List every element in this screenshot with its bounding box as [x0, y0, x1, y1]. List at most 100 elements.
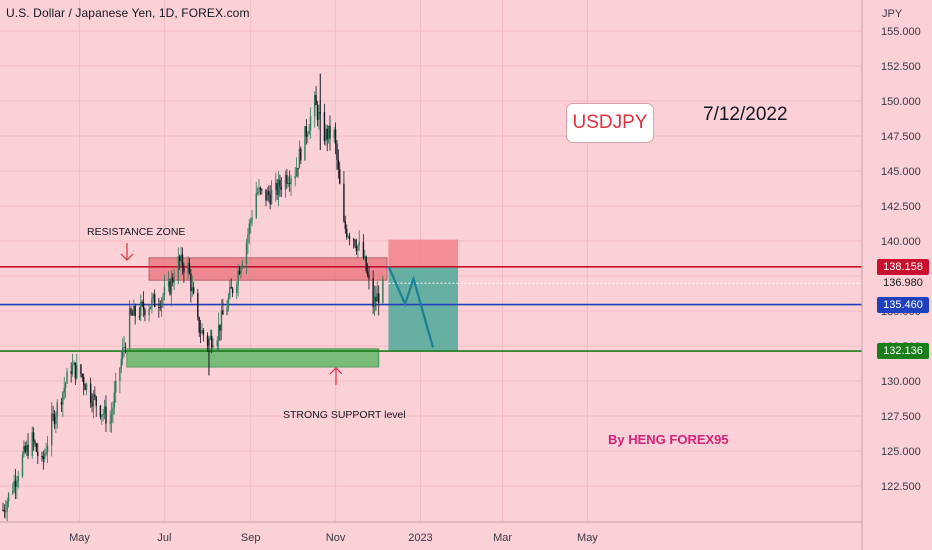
candle-body	[354, 239, 356, 247]
support-price-tag: 132.136	[877, 343, 929, 360]
candle-body	[17, 476, 20, 482]
candle-body	[305, 126, 308, 137]
candle-body	[241, 263, 244, 268]
candle-body	[231, 288, 234, 293]
candle-body	[76, 364, 78, 379]
candle-body	[265, 189, 267, 201]
candle-body	[14, 480, 17, 487]
candle-body	[373, 296, 376, 307]
candle-body	[318, 111, 320, 120]
candle-body	[153, 294, 156, 308]
candle-body	[180, 254, 182, 262]
candle-body	[366, 271, 369, 275]
candle-body	[34, 441, 36, 445]
candle-body	[376, 293, 379, 302]
candle-body	[277, 179, 280, 196]
candle-body	[357, 245, 359, 251]
candle-body	[149, 306, 152, 309]
candle-body	[251, 217, 253, 221]
candle-body	[201, 329, 203, 333]
candle-body	[270, 189, 273, 204]
candle-body	[313, 94, 316, 117]
candle-body	[62, 392, 64, 405]
candle-body	[375, 296, 377, 302]
candle-body	[334, 129, 337, 144]
candle-body	[336, 143, 338, 160]
candle-body	[268, 191, 270, 196]
author-label: By HENG FOREX95	[608, 432, 729, 447]
candle-body	[230, 287, 232, 289]
candle-body	[343, 183, 345, 222]
y-tick-label: 127.500	[881, 411, 921, 423]
candle-body	[6, 501, 8, 512]
candle-body	[216, 340, 218, 346]
candle-body	[309, 116, 312, 131]
candle-body	[226, 307, 228, 315]
candle-body	[365, 256, 367, 272]
candle-body	[284, 174, 287, 190]
candle-body	[105, 406, 107, 424]
candle-body	[5, 511, 7, 513]
candle-body	[99, 405, 102, 418]
candle-body	[120, 358, 122, 369]
candle-body	[42, 456, 45, 460]
support-zone	[126, 348, 380, 368]
candle-body	[83, 377, 85, 386]
candle-body	[329, 125, 331, 139]
candle-body	[44, 453, 46, 460]
candle-body	[130, 308, 132, 314]
candle-body	[222, 310, 224, 315]
candle-body	[276, 182, 278, 196]
candle-body	[382, 279, 384, 304]
candle-body	[177, 256, 180, 281]
candle-body	[249, 220, 252, 224]
candle-body	[295, 168, 298, 177]
candle-body	[60, 402, 63, 405]
candle-body	[131, 313, 134, 316]
candle-body	[45, 452, 47, 454]
y-tick-label: 140.000	[881, 236, 921, 248]
candle-body	[219, 324, 221, 331]
candle-body	[12, 491, 14, 494]
candle-body	[23, 445, 25, 455]
candle-body	[190, 273, 192, 292]
candle-body	[160, 300, 163, 308]
candle-body	[70, 371, 72, 374]
candle-body	[217, 324, 220, 341]
chart-title: U.S. Dollar / Japanese Yen, 1D, FOREX.co…	[6, 6, 250, 20]
candle-body	[151, 298, 153, 307]
candle-body	[187, 262, 189, 273]
candle-body	[269, 195, 271, 204]
candle-body	[290, 178, 292, 184]
candle-body	[179, 256, 181, 262]
candle-body	[85, 383, 88, 391]
candle-body	[212, 345, 214, 348]
candle-body	[344, 221, 347, 230]
take-profit-box	[388, 266, 459, 352]
candle-body	[37, 451, 39, 456]
candle-body	[159, 307, 161, 309]
candle-body	[304, 126, 306, 161]
candle-body	[181, 254, 184, 268]
candle-body	[287, 183, 289, 185]
candle-body	[80, 364, 82, 375]
candle-body	[198, 317, 200, 333]
y-tick-label: 122.500	[881, 481, 921, 493]
candle-body	[3, 509, 6, 512]
candle-body	[247, 234, 249, 243]
candle-body	[358, 242, 360, 246]
candle-body	[352, 239, 355, 241]
x-tick-label: Mar	[493, 532, 512, 544]
candle-body	[191, 287, 193, 292]
middle-price-tag: 135.460	[877, 296, 929, 313]
candle-body	[315, 94, 317, 105]
candlestick-series	[2, 73, 384, 522]
candle-body	[240, 267, 242, 275]
chart-zones	[126, 239, 459, 368]
candle-body	[112, 407, 114, 415]
candle-body	[364, 256, 366, 258]
candle-body	[92, 394, 95, 407]
candle-body	[372, 278, 374, 307]
candle-body	[167, 281, 170, 287]
